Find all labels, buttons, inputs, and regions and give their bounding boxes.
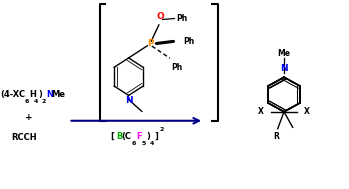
Text: [: [ bbox=[110, 132, 114, 141]
Text: Me: Me bbox=[51, 90, 65, 99]
Text: ): ) bbox=[146, 132, 150, 141]
Text: X: X bbox=[258, 107, 264, 116]
Text: 2: 2 bbox=[42, 99, 46, 104]
Text: Ph: Ph bbox=[183, 36, 194, 46]
Text: B: B bbox=[116, 132, 122, 141]
Text: O: O bbox=[156, 12, 164, 21]
Text: Ph: Ph bbox=[177, 14, 188, 23]
Text: (4-XC: (4-XC bbox=[1, 90, 26, 99]
Text: N: N bbox=[46, 90, 53, 99]
Text: N: N bbox=[125, 96, 132, 105]
Text: ]: ] bbox=[155, 132, 158, 141]
Text: 4: 4 bbox=[34, 99, 38, 104]
Text: 6: 6 bbox=[24, 99, 29, 104]
Text: +: + bbox=[25, 112, 33, 122]
Text: F: F bbox=[136, 132, 142, 141]
Text: 4: 4 bbox=[150, 141, 155, 146]
Text: Ph: Ph bbox=[172, 63, 183, 72]
Text: Me: Me bbox=[277, 49, 290, 57]
Text: N: N bbox=[280, 64, 288, 73]
Text: ): ) bbox=[38, 90, 42, 99]
Text: R: R bbox=[273, 132, 279, 141]
Text: 2: 2 bbox=[160, 127, 164, 132]
Text: H: H bbox=[29, 90, 36, 99]
Text: 6: 6 bbox=[132, 141, 136, 146]
Text: (C: (C bbox=[121, 132, 131, 141]
Text: RCCH: RCCH bbox=[11, 133, 37, 142]
Text: P: P bbox=[147, 39, 154, 48]
Text: 5: 5 bbox=[141, 141, 146, 146]
Text: X: X bbox=[304, 107, 310, 116]
